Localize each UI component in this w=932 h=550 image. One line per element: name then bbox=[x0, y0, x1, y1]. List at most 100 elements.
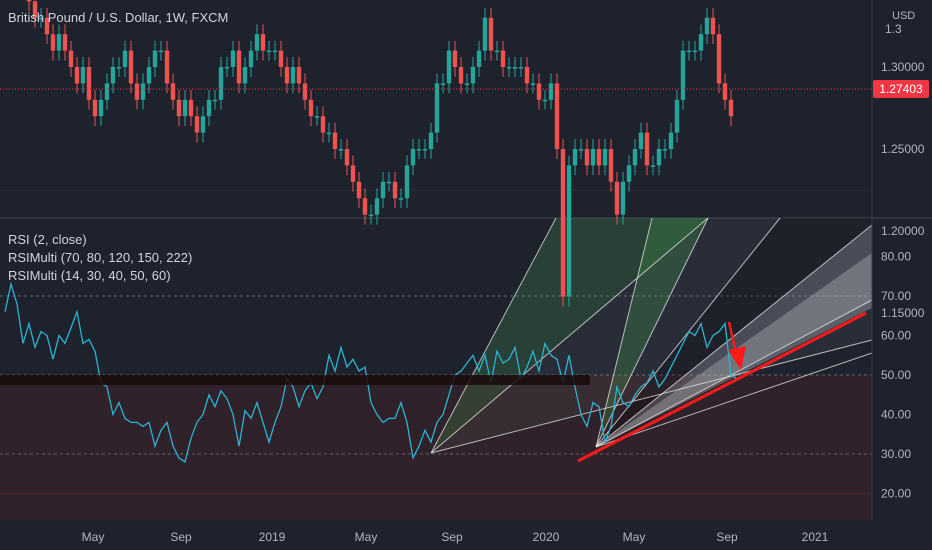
fan-line-6 bbox=[595, 224, 873, 448]
candle bbox=[242, 67, 248, 84]
candle bbox=[698, 34, 704, 51]
indicator-rsimulti-1[interactable]: RSIMulti (70, 80, 120, 150, 222) bbox=[8, 250, 193, 265]
candle bbox=[518, 67, 524, 69]
candle bbox=[56, 34, 62, 51]
candle bbox=[578, 149, 584, 151]
candle bbox=[410, 149, 416, 166]
price-tick-label: 1.25000 bbox=[881, 142, 925, 156]
candle bbox=[230, 50, 236, 67]
candle bbox=[494, 50, 500, 53]
x-tick-label: 2021 bbox=[802, 530, 829, 544]
candle bbox=[656, 149, 662, 166]
candle bbox=[638, 132, 644, 149]
fan-line-4 bbox=[595, 217, 709, 448]
indicator-rsi[interactable]: RSI (2, close) bbox=[8, 232, 87, 247]
fan-line-3 bbox=[595, 217, 653, 448]
candle bbox=[620, 181, 626, 215]
price-tick-label: 1.15000 bbox=[881, 306, 925, 320]
x-tick-label: May bbox=[355, 530, 378, 544]
candle bbox=[500, 50, 506, 67]
candle bbox=[146, 67, 152, 84]
candle bbox=[386, 181, 392, 184]
candle bbox=[488, 17, 494, 51]
candle bbox=[692, 50, 698, 53]
rsi-lower-zone bbox=[0, 375, 872, 520]
candle bbox=[428, 132, 434, 149]
candle bbox=[50, 34, 56, 51]
candle bbox=[332, 132, 338, 149]
candle bbox=[368, 214, 374, 217]
candle bbox=[626, 165, 632, 182]
price-tick-label: 1.20000 bbox=[881, 224, 925, 238]
candles-group bbox=[26, 0, 734, 307]
indicator-rsimulti-2[interactable]: RSIMulti (14, 30, 40, 50, 60) bbox=[8, 268, 171, 283]
candle bbox=[548, 83, 554, 100]
candle bbox=[92, 99, 98, 117]
candle bbox=[728, 99, 734, 117]
candle bbox=[398, 198, 404, 200]
candle bbox=[680, 50, 686, 100]
candle bbox=[206, 99, 212, 117]
x-tick-label: Sep bbox=[441, 530, 463, 544]
fan-lines bbox=[430, 217, 873, 454]
x-tick-label: 2020 bbox=[533, 530, 560, 544]
candle bbox=[320, 116, 326, 133]
candle bbox=[644, 132, 650, 166]
candle bbox=[704, 17, 710, 35]
candle bbox=[248, 50, 254, 67]
candle bbox=[554, 83, 560, 149]
candle bbox=[38, 17, 44, 20]
candle bbox=[212, 99, 218, 102]
candle bbox=[152, 50, 158, 67]
candle bbox=[272, 50, 278, 53]
candle bbox=[608, 149, 614, 182]
candle bbox=[464, 83, 470, 85]
candle bbox=[470, 67, 476, 84]
rsi-tick-label: 50.00 bbox=[881, 368, 911, 382]
x-tick-label: Sep bbox=[716, 530, 738, 544]
candle bbox=[374, 198, 380, 215]
x-tick-label: May bbox=[82, 530, 105, 544]
candle bbox=[416, 149, 422, 151]
candle bbox=[566, 165, 572, 297]
candle bbox=[560, 149, 566, 297]
candle bbox=[170, 83, 176, 100]
price-grid bbox=[0, 189, 932, 219]
candle bbox=[326, 132, 332, 135]
candle bbox=[476, 50, 482, 67]
candle bbox=[104, 83, 110, 100]
candle bbox=[650, 165, 656, 167]
candle bbox=[164, 50, 170, 84]
candle bbox=[602, 149, 608, 166]
rsi-tick-label: 20.00 bbox=[881, 487, 911, 501]
rsi-multi-band bbox=[0, 375, 590, 385]
candle bbox=[590, 149, 596, 166]
candle bbox=[524, 67, 530, 84]
candle bbox=[134, 83, 140, 100]
candle bbox=[224, 67, 230, 69]
candle bbox=[542, 99, 548, 102]
candle bbox=[62, 34, 68, 51]
last-price-tag: 1.27403 bbox=[873, 80, 929, 98]
candle bbox=[584, 149, 590, 166]
candle bbox=[308, 99, 314, 117]
candle bbox=[572, 149, 578, 166]
fan-grey-1 bbox=[431, 218, 872, 453]
candle bbox=[86, 67, 92, 100]
candle bbox=[296, 67, 302, 84]
candle bbox=[362, 198, 368, 215]
x-tick-label: 2019 bbox=[259, 530, 286, 544]
candle bbox=[668, 132, 674, 149]
candle bbox=[614, 181, 620, 215]
candle bbox=[188, 99, 194, 117]
fan-line-0 bbox=[430, 217, 557, 454]
fan-dark-2 bbox=[596, 218, 872, 447]
candle bbox=[530, 83, 536, 85]
candle bbox=[128, 50, 134, 84]
x-tick-label: Sep bbox=[170, 530, 192, 544]
candle bbox=[338, 149, 344, 151]
candle bbox=[716, 34, 722, 84]
candle bbox=[434, 83, 440, 133]
candle bbox=[662, 149, 668, 151]
